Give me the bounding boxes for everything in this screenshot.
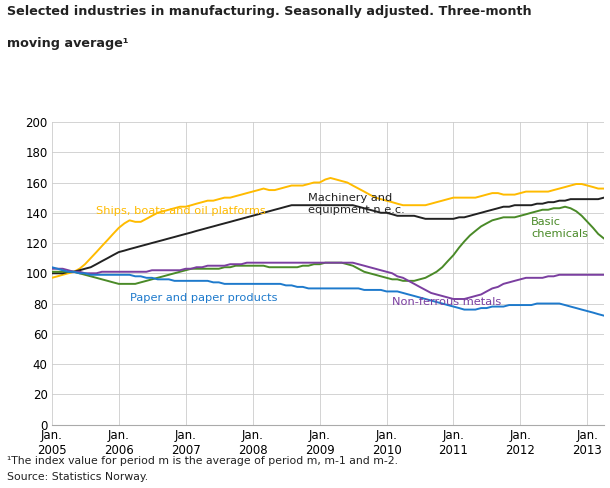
- Text: Non-ferrous metals: Non-ferrous metals: [392, 297, 501, 307]
- Text: Machinery and
equipment n.e.c.: Machinery and equipment n.e.c.: [309, 193, 405, 215]
- Text: ¹The index value for period m is the average of period m, m-1 and m-2.: ¹The index value for period m is the ave…: [7, 456, 398, 466]
- Text: moving average¹: moving average¹: [7, 37, 129, 50]
- Text: Ships, boats and oil platforms: Ships, boats and oil platforms: [96, 206, 266, 216]
- Text: Source: Statistics Norway.: Source: Statistics Norway.: [7, 472, 148, 482]
- Text: Basic
chemicals: Basic chemicals: [531, 217, 588, 239]
- Text: Paper and paper products: Paper and paper products: [129, 292, 277, 303]
- Text: Selected industries in manufacturing. Seasonally adjusted. Three-month: Selected industries in manufacturing. Se…: [7, 5, 532, 18]
